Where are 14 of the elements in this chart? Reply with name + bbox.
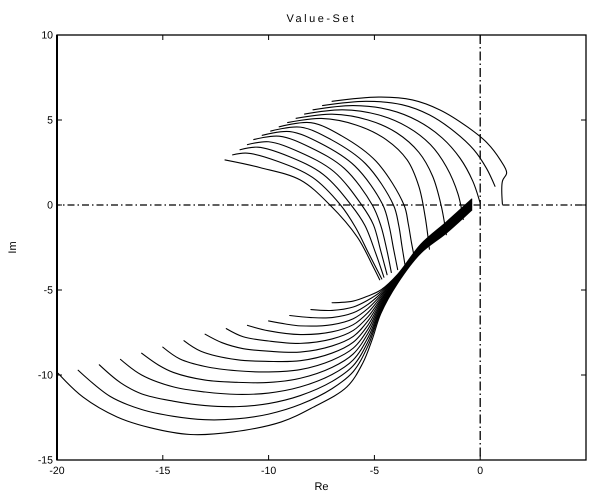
- y-tick-label: -15: [38, 454, 54, 467]
- y-tick-label: -5: [44, 284, 54, 297]
- x-tick-label: -5: [370, 465, 380, 477]
- y-tick-label: 0: [47, 200, 54, 212]
- x-tick-label: -15: [155, 465, 171, 477]
- x-tick-label: -20: [49, 465, 65, 477]
- x-tick-label: -10: [261, 465, 276, 477]
- y-tick-label: 5: [47, 114, 54, 127]
- x-axis-title: Re: [314, 481, 329, 493]
- y-axis-title: Im: [7, 241, 19, 254]
- x-tick-label: 0: [477, 465, 484, 477]
- y-tick-label: -10: [38, 370, 54, 382]
- y-tick-label: 10: [41, 30, 54, 42]
- chart-title: Value-Set: [286, 13, 356, 25]
